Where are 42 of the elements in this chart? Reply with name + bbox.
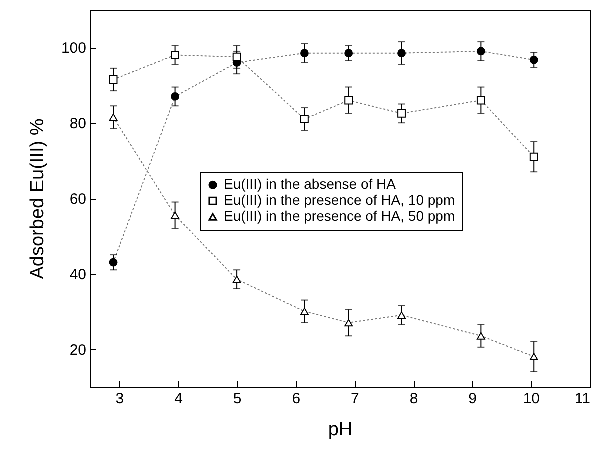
y-axis-title: Adsorbed Eu(III) % xyxy=(27,118,48,280)
point xyxy=(344,96,354,105)
legend-label: Eu(III) in the presence of HA, 50 ppm xyxy=(224,208,456,224)
y-tick-label: 20 xyxy=(70,342,86,359)
x-axis-title: pH xyxy=(328,420,353,440)
point xyxy=(300,49,309,58)
point xyxy=(109,76,118,84)
point xyxy=(530,56,538,64)
point xyxy=(398,312,406,320)
point xyxy=(171,51,180,60)
x-tick-label: 7 xyxy=(351,390,360,408)
x-tick-label: 6 xyxy=(292,390,301,408)
x-tick-label: 3 xyxy=(116,390,124,408)
x-tick-label: 9 xyxy=(468,390,478,408)
legend-label: Eu(III) in the presence of HA, 10 ppm xyxy=(224,192,456,208)
x-tick-label: 11 xyxy=(574,390,590,408)
point xyxy=(476,47,486,56)
y-tick-label: 80 xyxy=(70,116,86,133)
point xyxy=(109,114,118,122)
y-tick-label: 60 xyxy=(70,191,86,208)
point xyxy=(232,52,242,62)
point xyxy=(476,96,486,105)
point xyxy=(344,319,354,327)
point xyxy=(476,332,486,340)
point xyxy=(398,49,406,58)
point xyxy=(232,276,242,284)
point xyxy=(344,49,354,58)
legend-label: Eu(III) in the absense of HA xyxy=(224,176,397,192)
x-tick-label: 10 xyxy=(523,390,540,408)
point xyxy=(109,258,118,267)
x-tick-label: 4 xyxy=(174,390,183,408)
point xyxy=(530,152,538,162)
x-tick-label: 8 xyxy=(410,390,418,408)
point xyxy=(171,92,180,101)
x-tick-label: 5 xyxy=(233,390,242,408)
y-tick-label: 100 xyxy=(61,40,86,58)
point xyxy=(300,308,309,316)
y-tick-label: 40 xyxy=(70,266,86,284)
point xyxy=(171,212,180,220)
point xyxy=(530,353,538,361)
point xyxy=(398,109,406,118)
point xyxy=(300,115,309,124)
